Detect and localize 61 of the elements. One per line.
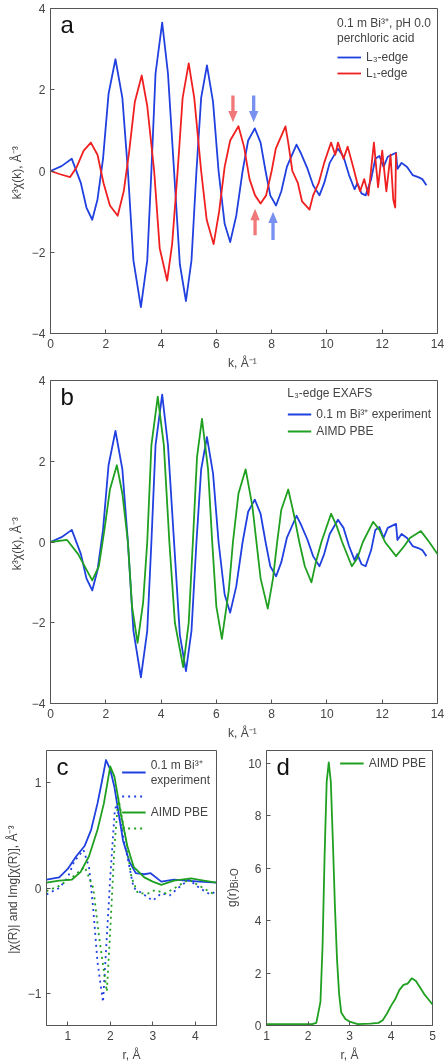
y-tick-label: 4 (254, 914, 262, 929)
y-tick-label: 1 (34, 775, 42, 790)
x-axis-title: r, Å (122, 1046, 141, 1062)
x-tick-label: 2 (102, 336, 110, 351)
y-tick-label: 0 (38, 164, 46, 179)
annotation: a (60, 10, 75, 38)
annotation: b (60, 382, 74, 410)
x-axis-title: k, Å⁻¹ (228, 724, 257, 740)
x-tick-label: 2 (106, 1028, 114, 1043)
y-tick-label: 0 (34, 881, 42, 896)
x-tick-label: 8 (268, 706, 276, 721)
x-tick-label: 3 (346, 1028, 354, 1043)
x-tick-label: 10 (320, 336, 334, 351)
legend-label: L₁-edge (365, 66, 408, 80)
y-tick-label: 8 (254, 809, 262, 824)
y-tick-label: 6 (254, 861, 262, 876)
x-tick-label: 12 (375, 706, 390, 721)
y-tick-label: 0 (254, 1019, 262, 1033)
y-tick-label: −4 (31, 697, 46, 711)
legend-label: AIMD PBE (316, 424, 374, 438)
legend-title: 0.1 m Bi³⁺, pH 0.0 perchloric acid (336, 15, 431, 45)
y-tick-label: 2 (254, 966, 262, 981)
annotation: c (56, 752, 69, 780)
y-tick-label: −1 (27, 987, 42, 1002)
x-tick-label: 4 (157, 336, 165, 351)
y-tick-label: −4 (31, 327, 46, 341)
x-tick-label: 3 (149, 1028, 157, 1043)
y-axis-title: k³χ(k), Å⁻³ (8, 146, 24, 200)
x-tick-label: 6 (213, 706, 221, 721)
x-tick-label: 14 (430, 336, 445, 351)
y-tick-label: 2 (38, 83, 46, 98)
x-tick-label: 10 (320, 706, 334, 721)
x-tick-label: 2 (304, 1028, 312, 1043)
x-tick-label: 4 (157, 706, 165, 721)
y-axis-title: k³χ(k), Å⁻³ (8, 517, 24, 571)
x-tick-label: 14 (430, 706, 445, 721)
x-tick-label: 5 (429, 1028, 437, 1043)
x-axis-title: k, Å⁻¹ (228, 354, 257, 370)
x-axis-title: r, Å (340, 1046, 359, 1062)
y-axis-title: |χ(R)| and Img[χ(R)], Å⁻³ (4, 825, 20, 954)
legend-label: L₃-edge (365, 50, 409, 64)
legend-label: AIMD PBE (368, 756, 426, 770)
y-tick-label: 10 (248, 757, 262, 772)
legend-label: 0.1 m Bi³⁺ experiment (316, 406, 431, 422)
x-tick-label: 4 (387, 1028, 395, 1043)
legend-label: AIMD PBE (150, 805, 208, 819)
x-tick-label: 1 (64, 1028, 72, 1043)
y-tick-label: 4 (38, 2, 46, 16)
annotation: d (276, 752, 290, 780)
x-tick-label: 6 (213, 336, 221, 351)
x-tick-label: 8 (268, 336, 276, 351)
y-tick-label: −2 (31, 616, 46, 631)
y-tick-label: 2 (38, 454, 46, 469)
x-tick-label: 4 (191, 1028, 199, 1043)
y-tick-label: 4 (38, 374, 46, 388)
y-tick-label: −2 (31, 245, 46, 260)
legend-label: 0.1 m Bi³⁺ experiment (150, 757, 210, 787)
x-tick-label: 12 (375, 336, 390, 351)
x-tick-label: 2 (102, 706, 110, 721)
legend-title: L₃-edge EXAFS (287, 386, 374, 400)
y-tick-label: 0 (38, 535, 46, 550)
